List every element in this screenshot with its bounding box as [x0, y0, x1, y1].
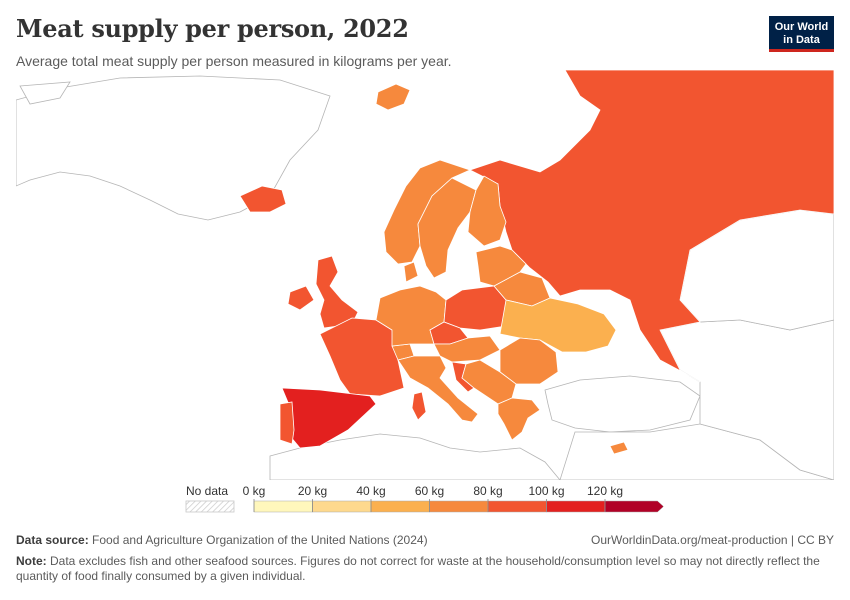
legend-tick-label: 0 kg [243, 484, 266, 498]
region-ireland[interactable] [287, 285, 315, 311]
legend-bin-1 [312, 500, 372, 513]
region-denmark[interactable] [403, 261, 419, 283]
region-svalbard[interactable] [375, 83, 411, 111]
legend-tick-label: 100 kg [528, 484, 564, 498]
legend-bin-5 [546, 500, 606, 513]
note-label: Note: [16, 554, 47, 568]
arctic-island-outline [19, 81, 71, 105]
legend-tick-label: 120 kg [587, 484, 623, 498]
legend-tick-label: 40 kg [356, 484, 385, 498]
region-cyprus[interactable] [609, 441, 629, 455]
north-africa-outline [269, 433, 561, 480]
legend-bin-6 [604, 500, 664, 513]
chart-subtitle: Average total meat supply per person mea… [16, 53, 452, 69]
note-text: Data excludes fish and other seafood sou… [16, 554, 820, 583]
legend-bin-0 [253, 500, 313, 513]
legend-bin-2 [370, 500, 430, 513]
legend-tick-label: 20 kg [298, 484, 327, 498]
region-poland[interactable] [443, 285, 507, 331]
legend-tick-label: 60 kg [415, 484, 444, 498]
region-corsica-sardinia[interactable] [411, 391, 427, 421]
turkey-outline [544, 375, 701, 433]
owid-logo[interactable]: Our World in Data [769, 16, 834, 52]
region-russia[interactable] [468, 70, 834, 383]
legend-ticks: 0 kg 20 kg 40 kg 60 kg 80 kg 100 kg 120 kg [243, 484, 623, 512]
source-label: Data source: [16, 533, 89, 547]
logo-line-2: in Data [783, 34, 820, 46]
legend: No data 0 kg 20 kg 40 kg 60 kg 80 kg 100 kg 12… [185, 484, 664, 513]
data-source: Data source: Food and Agriculture Organi… [16, 533, 428, 547]
region-iceland[interactable] [239, 185, 287, 213]
legend-bin-3 [429, 500, 489, 513]
region-greece[interactable] [497, 397, 541, 441]
source-text: Food and Agriculture Organization of the… [88, 533, 428, 547]
region-portugal[interactable] [279, 401, 295, 445]
legend-tick-label: 80 kg [473, 484, 502, 498]
footnote: Note: Data excludes fish and other seafo… [16, 554, 826, 584]
greenland-outline [16, 75, 331, 221]
region-united-kingdom[interactable] [315, 255, 359, 329]
legend-bins [253, 500, 664, 513]
region-finland[interactable] [467, 175, 507, 247]
chart-title: Meat supply per person, 2022 [16, 14, 409, 43]
credit-link[interactable]: OurWorldinData.org/meat-production | CC … [591, 533, 834, 547]
legend-bin-4 [487, 500, 547, 513]
region-baltics[interactable] [475, 245, 527, 287]
legend-no-data-swatch [185, 500, 235, 513]
background-land [16, 75, 834, 480]
region-france[interactable] [319, 317, 405, 397]
legend-no-data-label: No data [186, 484, 228, 498]
region-italy[interactable] [397, 355, 479, 423]
logo-line-1: Our World [774, 21, 829, 33]
